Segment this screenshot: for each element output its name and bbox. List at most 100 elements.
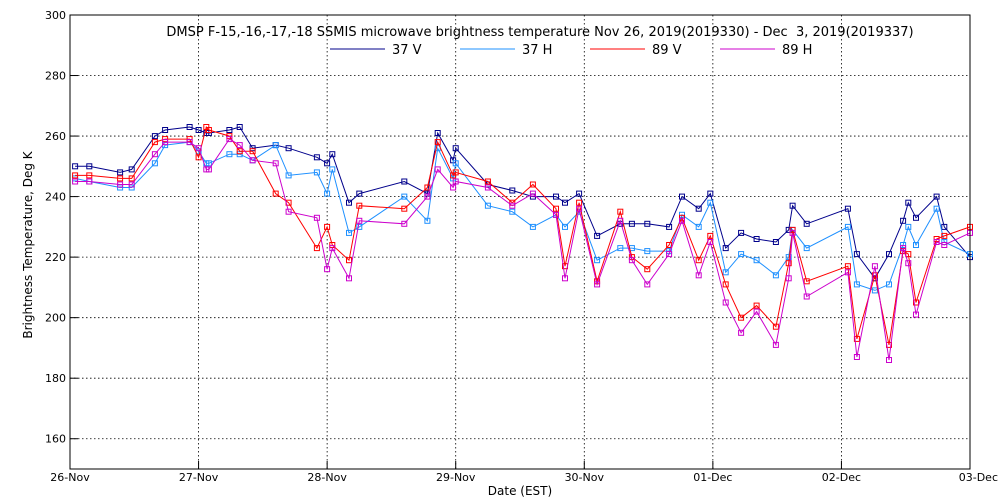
data-point: [509, 208, 516, 215]
data-point: [509, 202, 516, 209]
data-point: [434, 130, 441, 136]
data-point: [205, 166, 212, 173]
data-point: [900, 245, 907, 252]
data-point: [871, 263, 878, 270]
data-point: [205, 160, 212, 167]
data-point: [236, 148, 243, 155]
data-point: [738, 251, 745, 258]
data-point: [666, 251, 673, 258]
data-point: [644, 281, 651, 288]
series-layer: [72, 124, 973, 363]
data-point: [272, 160, 279, 167]
data-point: [617, 217, 624, 224]
data-point: [562, 199, 568, 206]
series-89-h: [72, 136, 973, 363]
data-point: [933, 239, 940, 245]
data-point: [941, 223, 948, 230]
data-point: [913, 311, 919, 318]
data-point: [789, 229, 796, 236]
data-point: [529, 223, 536, 230]
x-axis: 26-Nov 27-Nov 28-Nov 29-Nov 30-Nov 01-Dec 02-D…: [50, 461, 998, 484]
data-point: [151, 160, 158, 167]
data-point: [151, 151, 158, 158]
data-point: [424, 217, 431, 224]
data-point: [772, 272, 779, 279]
data-point: [844, 269, 851, 276]
data-point: [753, 308, 760, 315]
legend-label: 89 H: [782, 43, 812, 58]
data-point: [738, 329, 745, 336]
y-axis: 160 180 200 220 240 260 280 300: [45, 9, 78, 446]
series-line: [75, 138, 971, 361]
y-tick-label: 260: [45, 130, 66, 143]
data-point: [346, 199, 352, 206]
data-point: [679, 217, 685, 224]
data-point: [853, 335, 860, 342]
data-point: [128, 181, 135, 188]
chart-title: DMSP F-15,-16,-17,-18 SSMIS microwave br…: [166, 25, 913, 40]
data-point: [594, 281, 601, 288]
data-point: [789, 202, 796, 209]
data-point: [285, 172, 292, 179]
x-tick-label: 01-Dec: [693, 471, 732, 484]
data-point: [886, 251, 892, 258]
data-point: [86, 163, 93, 170]
data-point: [151, 133, 158, 140]
data-point: [356, 190, 363, 197]
legend-item: 37 H: [460, 43, 552, 58]
x-axis-label: Date (EST): [488, 484, 552, 498]
data-point: [285, 208, 292, 215]
data-point: [72, 178, 79, 185]
data-point: [553, 211, 559, 218]
legend-label: 89 V: [652, 43, 682, 58]
data-point: [844, 205, 851, 212]
data-point: [424, 184, 431, 191]
data-point: [913, 242, 919, 248]
data-point: [117, 175, 124, 182]
data-point: [722, 299, 729, 306]
data-point: [401, 220, 408, 227]
data-point: [529, 181, 536, 188]
data-point: [886, 357, 892, 363]
data-point: [913, 299, 919, 306]
data-point: [803, 245, 810, 252]
data-point: [272, 190, 279, 197]
data-point: [905, 260, 912, 267]
data-point: [186, 139, 193, 146]
plot-frame: [69, 14, 971, 470]
data-point: [617, 245, 624, 252]
x-tick-label: 26-Nov: [50, 471, 90, 484]
plot-background: [70, 15, 970, 469]
data-point: [644, 220, 651, 227]
data-point: [594, 257, 601, 264]
data-point: [905, 199, 912, 206]
y-tick-label: 300: [45, 9, 66, 22]
data-point: [644, 248, 651, 255]
data-point: [803, 278, 810, 285]
data-point: [484, 202, 491, 209]
data-point: [346, 229, 352, 236]
data-point: [753, 257, 760, 264]
data-point: [772, 341, 779, 348]
data-point: [151, 139, 158, 146]
data-point: [886, 281, 892, 288]
data-point: [484, 178, 491, 185]
y-tick-label: 200: [45, 312, 66, 325]
data-point: [679, 193, 685, 200]
data-point: [356, 217, 363, 224]
data-point: [803, 220, 810, 227]
data-point: [529, 190, 536, 197]
data-point: [205, 127, 212, 133]
data-point: [452, 178, 459, 185]
data-point: [753, 302, 760, 309]
data-point: [941, 232, 948, 239]
data-point: [617, 208, 624, 215]
data-point: [329, 151, 336, 158]
data-point: [628, 220, 635, 227]
data-point: [905, 251, 912, 258]
data-point: [722, 281, 729, 288]
data-point: [844, 263, 851, 270]
data-point: [195, 145, 202, 152]
data-point: [236, 124, 243, 130]
data-point: [695, 223, 702, 230]
